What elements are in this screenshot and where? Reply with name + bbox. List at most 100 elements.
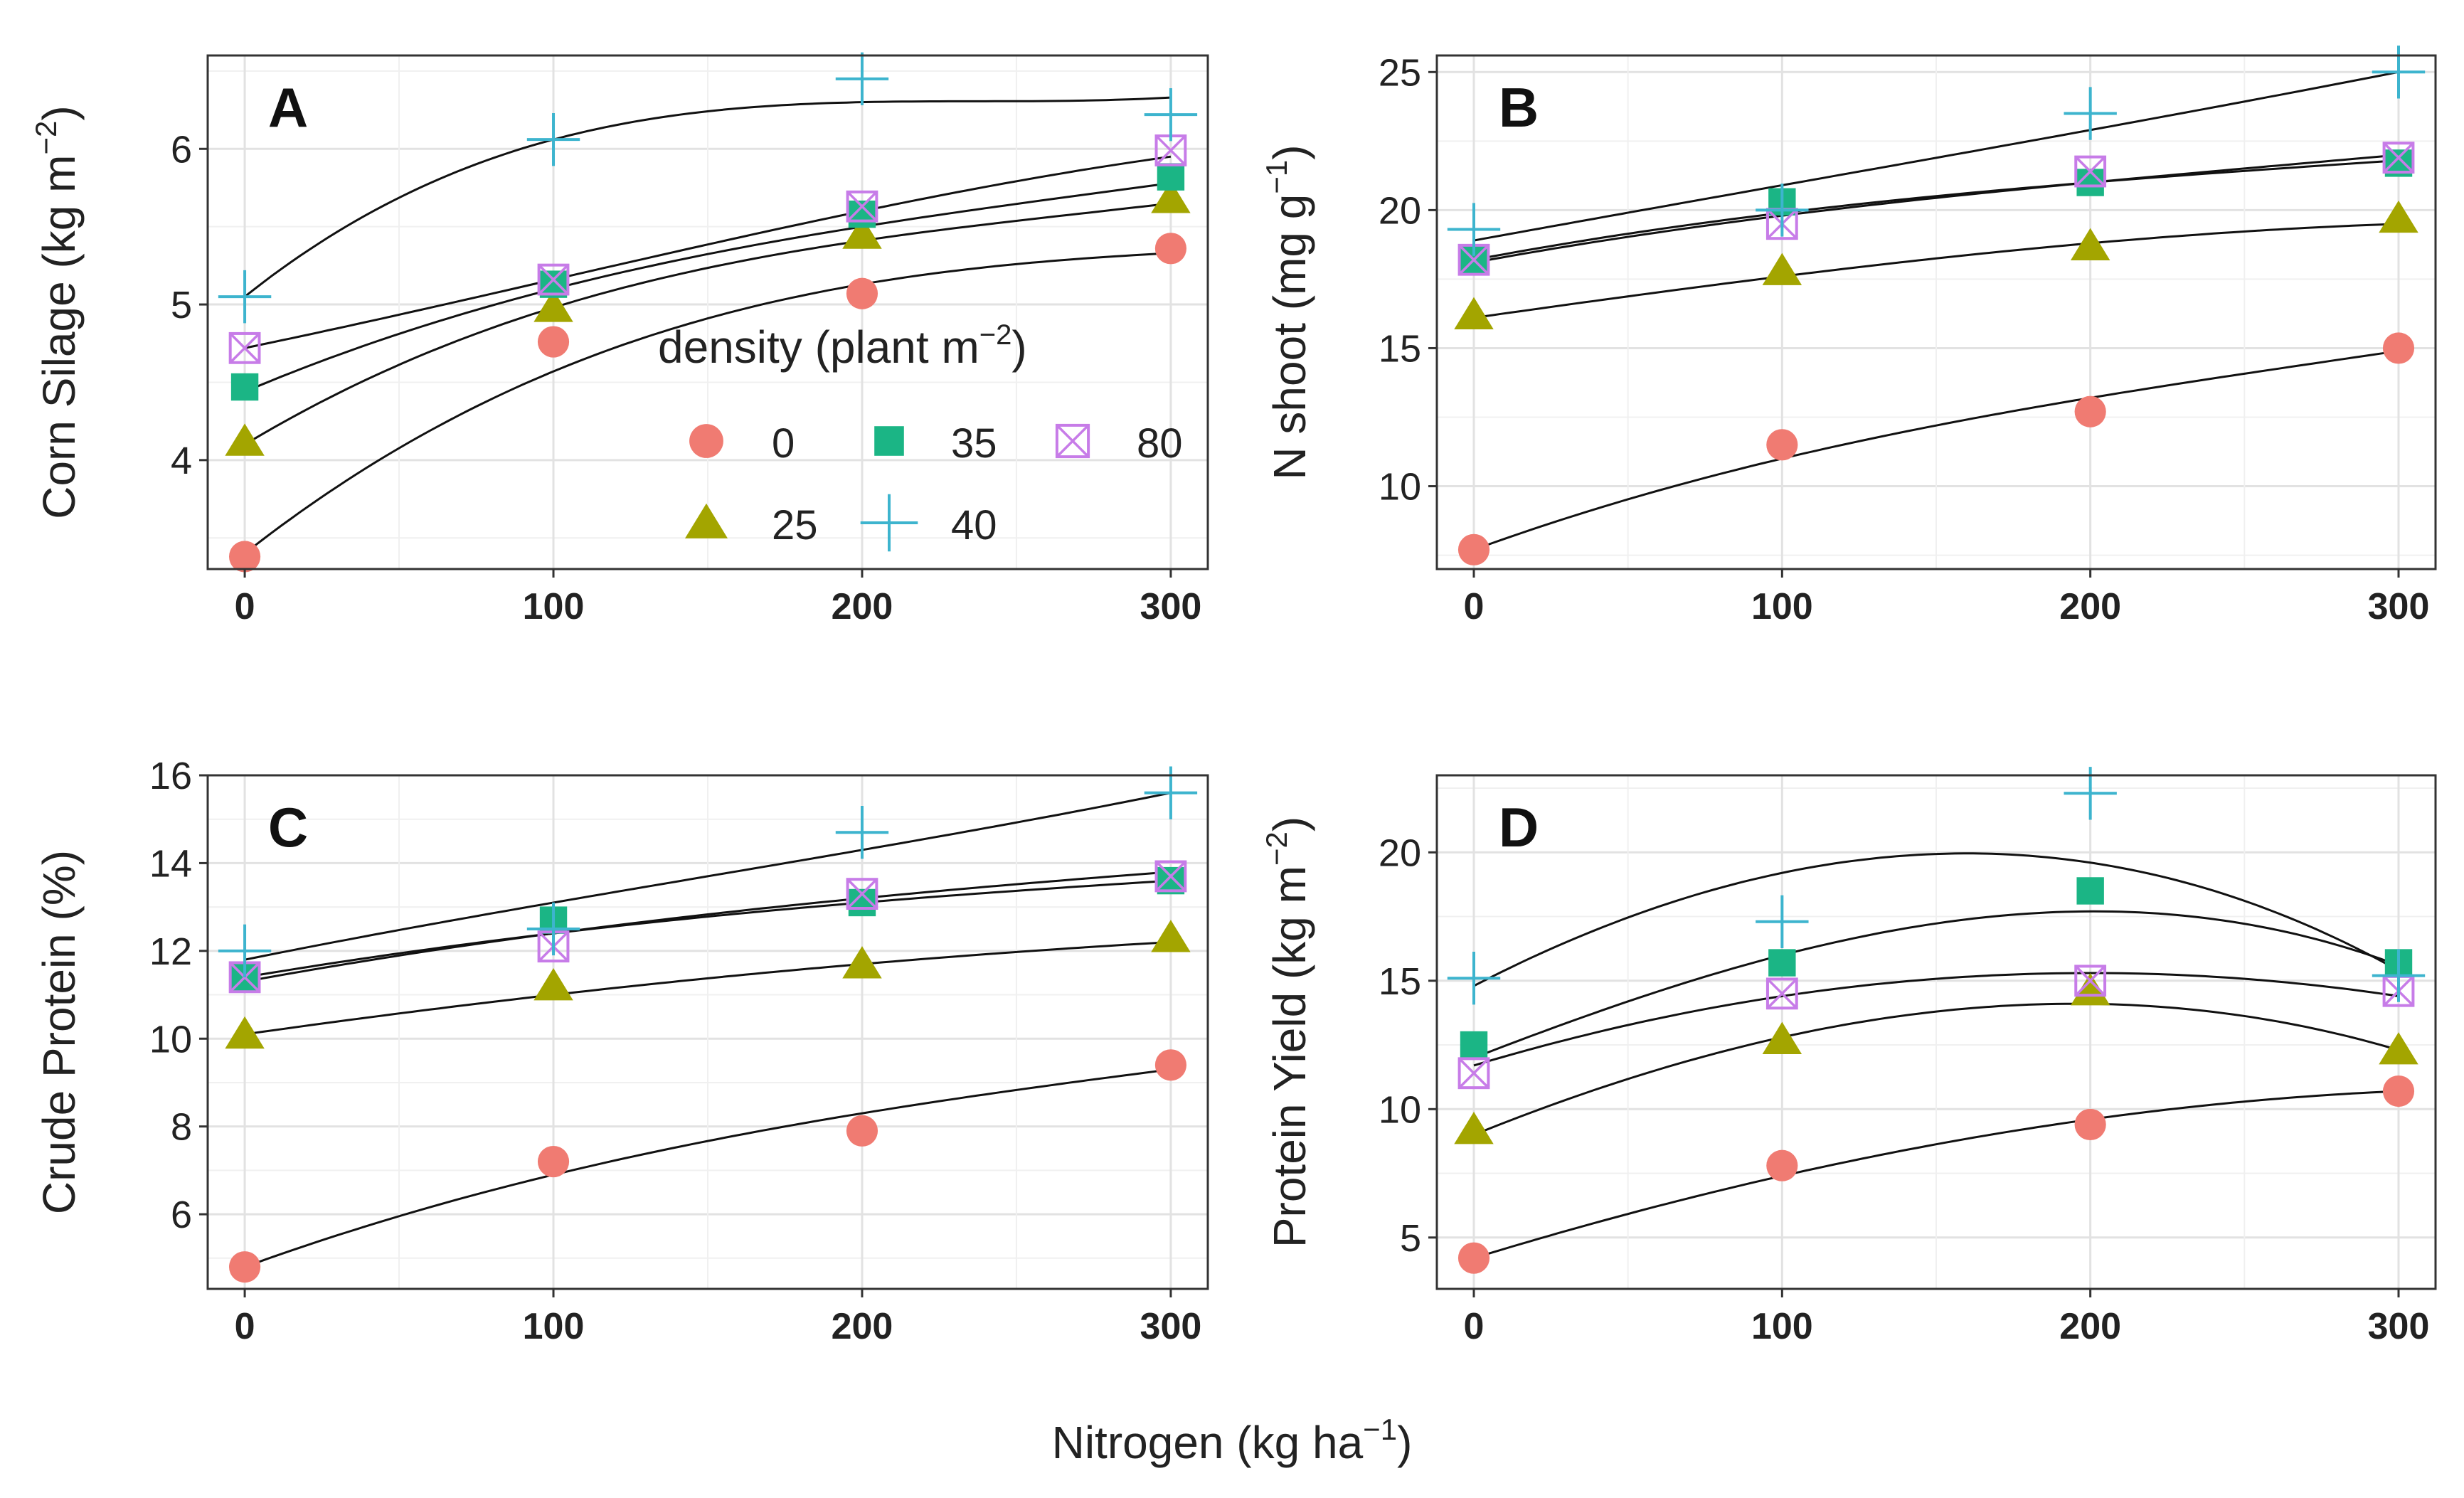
legend-label: 35 bbox=[951, 420, 997, 467]
y-axis-title: Corn Silage (kg m−2) bbox=[29, 105, 85, 519]
data-point-25 bbox=[1762, 253, 1802, 285]
panel-letter: C bbox=[268, 796, 308, 859]
data-point-0 bbox=[1154, 1049, 1187, 1081]
fit-line-35 bbox=[1473, 159, 2399, 261]
panel-b: 0 100 200 300 10 15 20 25 B N shoot (mg g−1) bbox=[1260, 46, 2437, 627]
y-axis-title: N shoot (mg g−1) bbox=[1260, 144, 1315, 479]
y-tick-label: 15 bbox=[1379, 327, 1421, 370]
x-tick-label: 100 bbox=[1751, 586, 1813, 627]
y-tick-label: 12 bbox=[149, 930, 192, 973]
x-tick-label: 300 bbox=[1140, 1306, 1202, 1347]
data-point-25 bbox=[2379, 1032, 2418, 1065]
data-point-40 bbox=[2372, 949, 2426, 1002]
data-point-0 bbox=[228, 541, 261, 573]
x-axis-title: Nitrogen (kg ha−1) bbox=[1052, 1413, 1413, 1468]
y-tick-label: 10 bbox=[1379, 466, 1421, 509]
data-point-0 bbox=[1457, 1242, 1490, 1274]
data-point-80 bbox=[1765, 977, 1798, 1010]
panel-letter: A bbox=[268, 76, 308, 139]
legend-marker-40 bbox=[860, 494, 918, 552]
legend-label: 0 bbox=[772, 420, 795, 467]
data-point-40 bbox=[218, 270, 272, 324]
data-point-35 bbox=[1460, 1031, 1488, 1059]
plot-border bbox=[206, 54, 1209, 570]
data-point-40 bbox=[526, 112, 580, 166]
data-point-25 bbox=[2070, 228, 2110, 260]
data-point-0 bbox=[2382, 1075, 2415, 1107]
legend-title: density (plant m−2) bbox=[658, 319, 1027, 373]
y-tick-label: 10 bbox=[149, 1018, 192, 1061]
data-point-0 bbox=[2382, 332, 2415, 364]
x-tick-label: 0 bbox=[235, 586, 255, 627]
x-tick-label: 0 bbox=[235, 1306, 255, 1347]
data-point-0 bbox=[846, 277, 878, 309]
data-point-25 bbox=[1151, 920, 1191, 952]
data-point-0 bbox=[1457, 533, 1490, 565]
data-point-0 bbox=[1154, 233, 1187, 265]
data-point-25 bbox=[2379, 200, 2418, 233]
data-point-25 bbox=[842, 216, 882, 249]
y-tick-label: 16 bbox=[149, 755, 192, 797]
data-point-0 bbox=[1766, 429, 1798, 461]
fit-line-35 bbox=[244, 181, 1172, 393]
data-point-40 bbox=[2372, 46, 2426, 99]
data-point-80 bbox=[1154, 860, 1187, 893]
data-point-25 bbox=[1454, 297, 1494, 330]
data-point-80 bbox=[537, 263, 570, 296]
data-point-25 bbox=[225, 1016, 265, 1049]
data-point-80 bbox=[2074, 965, 2107, 997]
y-tick-label: 8 bbox=[171, 1106, 192, 1149]
panel-c: 0 100 200 300 6 8 10 12 14 16 C Crude Protein (%) bbox=[33, 755, 1209, 1347]
panel-a: 0 100 200 300 4 5 6 A Corn Silage (kg m−2) bbox=[29, 52, 1209, 627]
data-point-80 bbox=[228, 331, 261, 364]
data-point-25 bbox=[1454, 1111, 1494, 1144]
fit-line-0 bbox=[244, 1068, 1172, 1268]
data-point-40 bbox=[835, 52, 889, 106]
legend-item-40: 40 bbox=[860, 494, 997, 552]
legend-label: 40 bbox=[951, 502, 997, 548]
y-axis-title: Crude Protein (%) bbox=[33, 850, 85, 1214]
fit-line-40 bbox=[244, 96, 1171, 298]
data-point-35 bbox=[848, 200, 876, 228]
legend-marker-25 bbox=[684, 503, 728, 538]
x-tick-label: 200 bbox=[832, 1306, 893, 1347]
data-point-80 bbox=[1457, 1057, 1490, 1090]
data-point-0 bbox=[228, 1251, 261, 1283]
fit-line-25 bbox=[1473, 223, 2399, 319]
fit-line-80 bbox=[1473, 154, 2399, 264]
y-tick-label: 6 bbox=[171, 128, 192, 171]
x-tick-label: 300 bbox=[1140, 586, 1202, 627]
y-tick-label: 25 bbox=[1379, 51, 1421, 94]
fit-line-0 bbox=[1473, 349, 2399, 551]
panel-letter: D bbox=[1499, 796, 1539, 859]
legend-item-25: 25 bbox=[684, 502, 818, 548]
data-point-40 bbox=[1447, 203, 1501, 256]
y-tick-label: 20 bbox=[1379, 832, 1421, 874]
y-tick-label: 20 bbox=[1379, 189, 1421, 232]
y-axis-title: Protein Yield (kg m−2) bbox=[1260, 817, 1315, 1248]
fit-line-40 bbox=[1473, 852, 2399, 987]
legend-label: 80 bbox=[1137, 420, 1183, 467]
data-point-25 bbox=[842, 946, 882, 979]
y-tick-label: 5 bbox=[171, 284, 192, 326]
legend-marker-80 bbox=[1055, 423, 1090, 459]
x-tick-label: 100 bbox=[523, 1306, 585, 1347]
x-tick-label: 300 bbox=[2368, 586, 2430, 627]
data-point-35 bbox=[230, 373, 259, 401]
fit-line-40 bbox=[1473, 70, 2399, 242]
legend-item-0: 0 bbox=[689, 420, 795, 467]
data-point-25 bbox=[1151, 181, 1191, 213]
fit-line-35 bbox=[244, 879, 1171, 979]
y-tick-label: 4 bbox=[171, 440, 192, 482]
data-point-80 bbox=[2382, 142, 2415, 174]
data-point-40 bbox=[2064, 87, 2117, 140]
legend: density (plant m−2) 0 35 80 25 40 bbox=[658, 319, 1183, 552]
x-tick-label: 200 bbox=[832, 586, 893, 627]
data-point-0 bbox=[1766, 1149, 1798, 1181]
legend-item-35: 35 bbox=[874, 420, 997, 467]
data-point-40 bbox=[1756, 184, 1809, 237]
plot-border bbox=[1435, 54, 2437, 570]
fit-line-40 bbox=[244, 792, 1172, 961]
x-tick-label: 0 bbox=[1464, 586, 1485, 627]
data-point-35 bbox=[1768, 949, 1796, 977]
